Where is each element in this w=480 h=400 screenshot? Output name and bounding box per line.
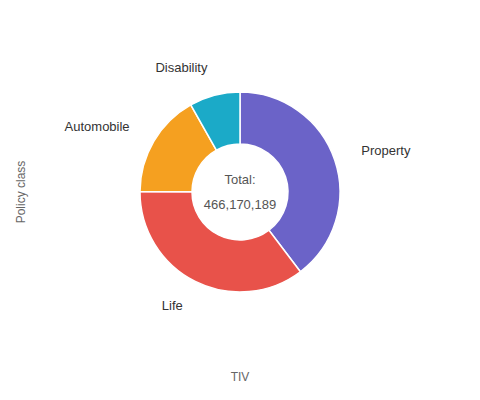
plot: Property Life Automobile Disability Total: 46… [65, 60, 411, 313]
center-text: 466,170,189 [204, 197, 276, 212]
slice-label: Life [162, 298, 183, 313]
slice-labels: Property Life Automobile Disability [65, 60, 411, 313]
chart: Property Life Automobile Disability Total: 46… [0, 0, 480, 400]
y-axis-label: Policy class [14, 161, 28, 224]
slice [191, 92, 240, 150]
slice [140, 191, 300, 292]
slices [140, 92, 340, 292]
slice-label: Property [361, 143, 411, 158]
slice-label: Disability [155, 60, 208, 75]
center-text: Total: [224, 172, 255, 187]
x-axis-label: TIV [231, 370, 250, 384]
slice-label: Automobile [65, 119, 130, 134]
